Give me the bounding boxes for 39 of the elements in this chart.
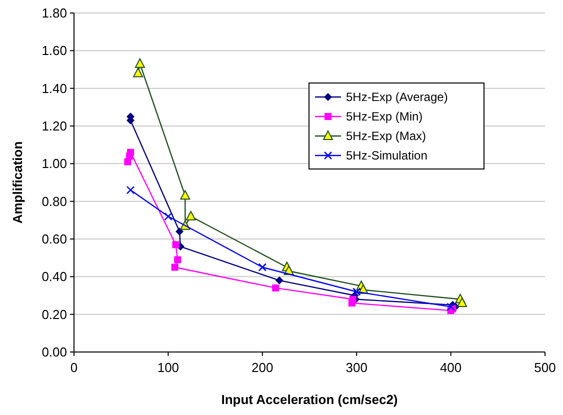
x-axis-title: Input Acceleration (cm/sec2) (221, 392, 398, 407)
point (171, 264, 178, 271)
y-tick-label: 1.60 (42, 43, 67, 58)
x-tick-label: 400 (440, 360, 462, 375)
y-tick-label: 0.60 (42, 232, 67, 247)
point (352, 288, 361, 296)
y-tick-label: 1.20 (42, 118, 67, 134)
point (258, 263, 267, 272)
point (164, 212, 172, 221)
point (134, 58, 145, 68)
point (180, 190, 190, 200)
legend-label: 5Hz-Simulation (346, 148, 428, 163)
x-tick-label: 300 (346, 360, 368, 375)
x-tick-label: 0 (70, 360, 78, 375)
legend-label: 5Hz-Exp (Max) (346, 129, 426, 144)
point (127, 148, 134, 156)
x-tick-label: 200 (252, 360, 274, 375)
y-tick-label: 1.80 (42, 6, 67, 21)
point (176, 227, 184, 236)
point (275, 276, 284, 284)
point (174, 256, 182, 264)
point (348, 300, 356, 307)
point (126, 186, 135, 194)
y-tick-label: 0.20 (42, 306, 67, 322)
point (272, 284, 280, 292)
point (457, 298, 468, 308)
y-tick-label: 0.40 (42, 269, 67, 284)
point (172, 241, 180, 248)
y-tick-label: 1.40 (42, 80, 67, 96)
point (186, 210, 196, 220)
y-axis-title: Amplification (10, 141, 25, 224)
legend-label: 5Hz-Exp (Average) (346, 90, 448, 104)
legend-label: 5Hz-Exp (Min) (346, 110, 423, 124)
x-tick-label: 500 (534, 360, 556, 375)
x-tick-label: 100 (157, 360, 180, 375)
y-tick-label: 1.00 (42, 156, 67, 172)
y-tick-label: 0.80 (42, 194, 67, 209)
y-tick-label: 0.00 (42, 344, 67, 360)
point (133, 68, 144, 78)
